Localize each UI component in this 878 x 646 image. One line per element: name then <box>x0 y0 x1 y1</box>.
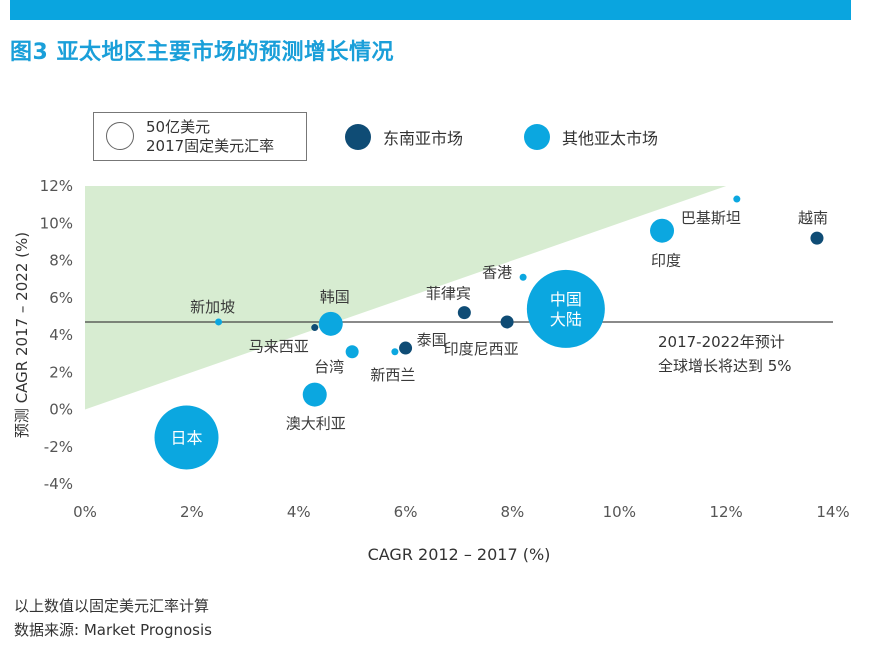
point-label-inside: 日本 <box>171 428 203 447</box>
y-tick-label: 2% <box>49 363 73 381</box>
data-point <box>650 218 675 243</box>
legend-size-line2: 2017固定美元汇率 <box>146 137 275 155</box>
data-point <box>457 306 471 320</box>
data-point <box>302 382 327 407</box>
point-label: 印度尼西亚 <box>444 340 519 358</box>
x-tick-label: 14% <box>816 503 849 521</box>
point-label-inside: 大陆 <box>550 310 582 329</box>
axes: 0% 2% 4% 6% 8% 10% 12% 14% 12% 10% 8% 6% 4% 2% 0% -2% -4… <box>13 177 850 564</box>
legend-dot-icon <box>345 124 371 150</box>
data-point <box>519 273 527 281</box>
point-label: 泰国 <box>417 331 447 349</box>
annotation-line2: 全球增长将达到 5% <box>658 357 792 375</box>
x-tick-label: 10% <box>603 503 636 521</box>
point-label: 韩国 <box>320 288 350 306</box>
footnote: 以上数值以固定美元汇率计算 <box>14 597 210 615</box>
x-tick-label: 4% <box>287 503 311 521</box>
x-tick-label: 6% <box>394 503 418 521</box>
legend-label: 其他亚太市场 <box>562 129 659 148</box>
point-label: 香港 <box>482 263 512 281</box>
data-point <box>500 315 514 329</box>
x-tick-label: 2% <box>180 503 204 521</box>
point-label: 新西兰 <box>370 366 415 384</box>
x-tick-label: 0% <box>73 503 97 521</box>
point-label: 越南 <box>798 209 828 227</box>
legend-item-southeast-asia: 东南亚市场 <box>345 124 463 150</box>
data-point <box>215 318 223 326</box>
y-tick-label: 12% <box>40 177 73 195</box>
x-axis-label: CAGR 2012 – 2017 (%) <box>368 545 551 564</box>
legend-size-text: 50亿美元 2017固定美元汇率 <box>146 118 274 156</box>
shaded-region <box>85 186 727 410</box>
point-label: 印度 <box>651 252 681 270</box>
data-point <box>526 269 605 348</box>
data-source: 数据来源: Market Prognosis <box>14 621 212 639</box>
legend-item-other-apac: 其他亚太市场 <box>524 124 658 150</box>
annotation-line1: 2017-2022年预计 <box>658 333 785 351</box>
data-point <box>311 324 319 332</box>
data-point <box>345 345 359 359</box>
data-point <box>154 405 219 470</box>
point-label: 台湾 <box>314 358 344 376</box>
legend-size-key: 50亿美元 2017固定美元汇率 <box>93 112 307 161</box>
x-tick-label: 8% <box>501 503 525 521</box>
legend-dot-icon <box>524 124 550 150</box>
point-label: 菲律宾 <box>426 285 471 303</box>
x-tick-label: 12% <box>709 503 742 521</box>
y-tick-label: 0% <box>49 401 73 419</box>
legend-label: 东南亚市场 <box>383 129 464 148</box>
point-label-inside: 中国 <box>550 290 582 309</box>
y-tick-label: 10% <box>40 214 73 232</box>
data-point <box>318 311 343 336</box>
figure-title: 图3 亚太地区主要市场的预测增长情况 <box>10 40 394 65</box>
data-point <box>810 231 824 245</box>
data-point <box>391 348 399 356</box>
y-tick-label: 6% <box>49 289 73 307</box>
shaded-triangle <box>85 186 727 410</box>
y-tick-label: 8% <box>49 252 73 270</box>
y-tick-label: 4% <box>49 326 73 344</box>
y-tick-label: -4% <box>44 475 73 493</box>
legend-size-line1: 50亿美元 <box>146 118 211 136</box>
point-label: 澳大利亚 <box>286 415 346 433</box>
data-point <box>733 195 741 203</box>
y-tick-label: -2% <box>44 438 73 456</box>
data-points <box>154 195 824 470</box>
point-label: 新加坡 <box>190 298 235 316</box>
data-point <box>399 341 413 355</box>
point-label: 巴基斯坦 <box>681 209 741 227</box>
top-accent-bar <box>10 0 851 20</box>
point-label: 马来西亚 <box>249 338 309 356</box>
legend-size-circle-icon <box>106 122 134 150</box>
y-axis-label: 预测 CAGR 2017 – 2022 (%) <box>13 232 31 438</box>
